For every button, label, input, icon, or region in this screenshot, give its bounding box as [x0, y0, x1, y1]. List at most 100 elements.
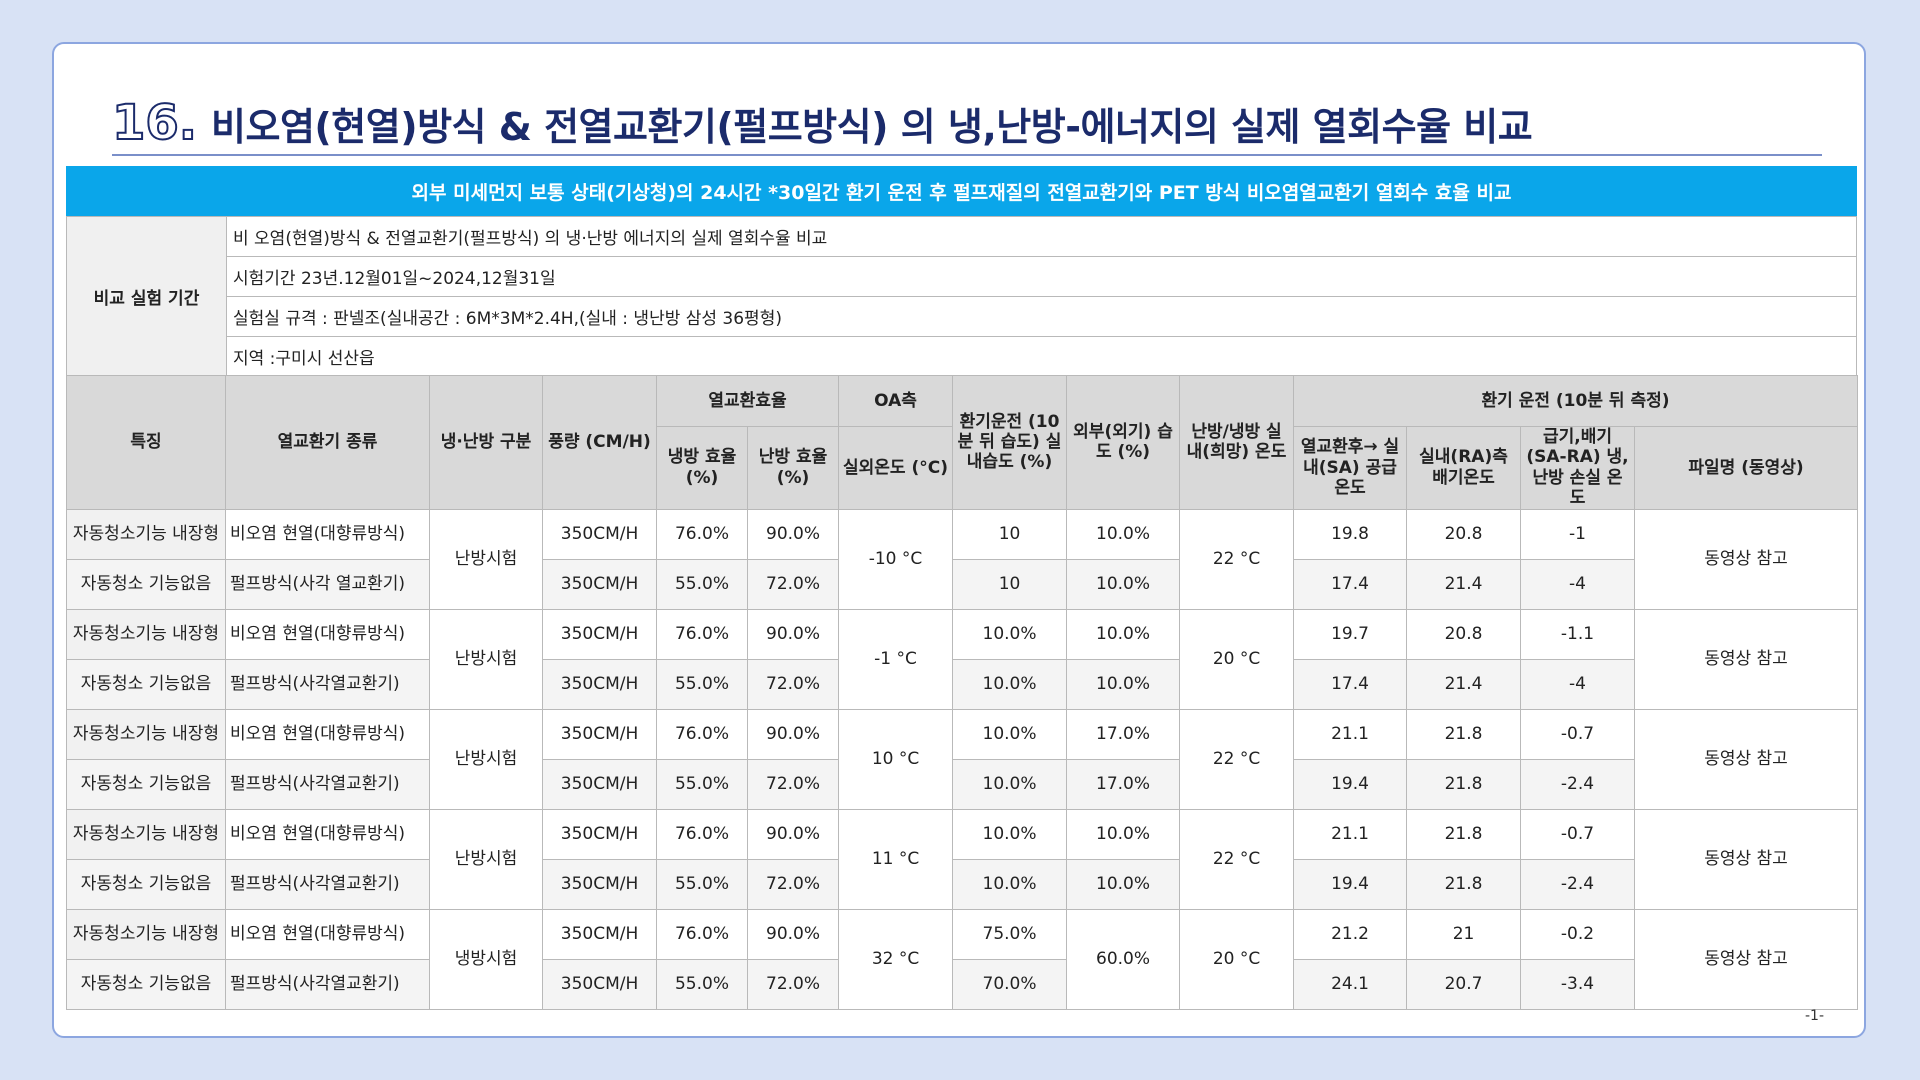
info-line: 지역 :구미시 선산읍	[226, 336, 1857, 377]
banner: 외부 미세먼지 보통 상태(기상청)의 24시간 *30일간 환기 운전 후 펄…	[66, 166, 1857, 216]
file-cell: 동영상 참고	[1634, 708, 1859, 810]
type-cell: 펄프방식(사각 열교환기)	[225, 558, 430, 610]
heat-cell: 90.0%	[746, 908, 840, 960]
cool-cell: 76.0%	[656, 608, 748, 660]
cool-cell: 76.0%	[656, 908, 748, 960]
flow-cell: 350CM/H	[542, 858, 657, 910]
table-row: 자동청소기능 내장형 비오염 현열(대향류방식) 난방시험 350CM/H 76.0% 9…	[66, 508, 1859, 610]
sa-cell: 19.4	[1293, 858, 1408, 910]
ra-cell: 21.8	[1406, 808, 1522, 860]
heat-cell: 90.0%	[746, 708, 840, 760]
sa-cell: 19.4	[1293, 758, 1408, 810]
type-cell: 펄프방식(사각열교환기)	[225, 958, 430, 1010]
cool-cell: 55.0%	[656, 658, 748, 710]
info-label: 비교 실험 기간	[66, 216, 227, 377]
header-cell: 냉·난방 구분	[429, 375, 543, 510]
feature-cell: 자동청소 기능없음	[66, 558, 226, 610]
setpoint-cell: 22 °C	[1179, 808, 1295, 910]
humidity-out-cell: 17.0%	[1066, 758, 1181, 810]
humidity-out-cell: 10.0%	[1066, 658, 1181, 710]
humidity-out-cell: 60.0%	[1066, 908, 1181, 1010]
cool-cell: 55.0%	[656, 758, 748, 810]
diff-cell: -0.7	[1520, 808, 1636, 860]
flow-cell: 350CM/H	[542, 708, 657, 760]
title: 비오염(현열)방식 & 전열교환기(펄프방식) 의 냉,난방-에너지의 실제 열…	[211, 104, 1533, 149]
ra-cell: 21.4	[1406, 558, 1522, 610]
heat-cell: 72.0%	[746, 758, 840, 810]
mode-cell: 난방시험	[429, 608, 543, 710]
diff-cell: -0.7	[1520, 708, 1636, 760]
header-cell: 난방 효율 (%)	[746, 426, 840, 510]
header-group: 환기 운전 (10분 뒤 측정)	[1293, 375, 1859, 427]
sa-cell: 21.1	[1293, 708, 1408, 760]
info-table: 비교 실험 기간 비 오염(현열)방식 & 전열교환기(펄프방식) 의 냉·난방 …	[66, 216, 1857, 377]
table-row: 실험실 규격 : 판넬조(실내공간 : 6M*3M*2.4H,(실내 : 냉난방…	[67, 296, 1857, 337]
humidity-in-cell: 10.0%	[952, 858, 1068, 910]
setpoint-cell: 20 °C	[1179, 608, 1295, 710]
humidity-out-cell: 10.0%	[1066, 858, 1181, 910]
type-cell: 비오염 현열(대향류방식)	[225, 508, 430, 560]
flow-cell: 350CM/H	[542, 558, 657, 610]
sa-cell: 17.4	[1293, 558, 1408, 610]
table-row: 자동청소 기능없음 펄프방식(사각열교환기) 350CM/H 55.0% 72.0% 10…	[66, 858, 1858, 910]
setpoint-cell: 22 °C	[1179, 508, 1295, 610]
mode-cell: 냉방시험	[429, 908, 543, 1010]
humidity-in-cell: 75.0%	[952, 908, 1068, 960]
feature-cell: 자동청소 기능없음	[66, 658, 226, 710]
humidity-in-cell: 70.0%	[952, 958, 1068, 1010]
humidity-out-cell: 10.0%	[1066, 558, 1181, 610]
feature-cell: 자동청소기능 내장형	[66, 708, 226, 760]
type-cell: 펄프방식(사각열교환기)	[225, 658, 430, 710]
type-cell: 비오염 현열(대향류방식)	[225, 708, 430, 760]
ra-cell: 20.8	[1406, 508, 1522, 560]
feature-cell: 자동청소 기능없음	[66, 758, 226, 810]
outdoor-cell: 11 °C	[838, 808, 954, 910]
ra-cell: 21.4	[1406, 658, 1522, 710]
heat-cell: 90.0%	[746, 808, 840, 860]
cool-cell: 76.0%	[656, 808, 748, 860]
humidity-in-cell: 10.0%	[952, 758, 1068, 810]
header-cell: 풍량 (CM/H)	[542, 375, 657, 510]
type-cell: 펄프방식(사각열교환기)	[225, 758, 430, 810]
feature-cell: 자동청소기능 내장형	[66, 508, 226, 560]
header-group: 열교환효율	[655, 375, 840, 427]
table-row: 냉방 효율 (%) 난방 효율 (%) 실외온도 (°C) 열교환후→ 실내(SA) …	[67, 426, 1859, 510]
humidity-in-cell: 10	[952, 558, 1068, 610]
info-line: 실험실 규격 : 판넬조(실내공간 : 6M*3M*2.4H,(실내 : 냉난방…	[226, 296, 1857, 337]
header-cell: 난방/냉방 실내(희망) 온도	[1179, 375, 1295, 510]
outdoor-cell: -10 °C	[838, 508, 954, 610]
table-row: 자동청소기능 내장형 비오염 현열(대향류방식) 냉방시험 350CM/H 76.0% 9…	[66, 908, 1859, 1010]
table-row: 비교 실험 기간 비 오염(현열)방식 & 전열교환기(펄프방식) 의 냉·난방 …	[66, 216, 1857, 377]
humidity-out-cell: 10.0%	[1066, 508, 1181, 560]
heat-cell: 72.0%	[746, 858, 840, 910]
diff-cell: -2.4	[1520, 758, 1636, 810]
table-row: 자동청소기능 내장형 비오염 현열(대향류방식) 난방시험 350CM/H 76.0% 9…	[66, 808, 1859, 910]
flow-cell: 350CM/H	[542, 608, 657, 660]
humidity-in-cell: 10.0%	[952, 808, 1068, 860]
header-cell: 실내(RA)측 배기온도	[1406, 426, 1522, 510]
sa-cell: 21.2	[1293, 908, 1408, 960]
heat-cell: 72.0%	[746, 958, 840, 1010]
sa-cell: 19.8	[1293, 508, 1408, 560]
ra-cell: 20.7	[1406, 958, 1522, 1010]
header-cell: 열교환기 종류	[225, 375, 430, 510]
table-row: 시험기간 23년.12월01일~2024,12월31일	[67, 256, 1857, 297]
table-row: 지역 :구미시 선산읍	[67, 336, 1857, 377]
cool-cell: 76.0%	[656, 508, 748, 560]
table-row: 자동청소 기능없음 펄프방식(사각열교환기) 350CM/H 55.0% 72.0% 10…	[66, 658, 1858, 710]
header-cell: 특징	[66, 375, 226, 510]
slide-card: 16. 비오염(현열)방식 & 전열교환기(펄프방식) 의 냉,난방-에너지의 …	[52, 42, 1866, 1038]
feature-cell: 자동청소 기능없음	[66, 858, 226, 910]
diff-cell: -1	[1520, 508, 1636, 560]
humidity-out-cell: 10.0%	[1066, 808, 1181, 860]
header-cell: 실외온도 (°C)	[838, 426, 954, 510]
humidity-in-cell: 10.0%	[952, 658, 1068, 710]
feature-cell: 자동청소기능 내장형	[66, 608, 226, 660]
header-cell: 외부(외기) 습도 (%)	[1066, 375, 1181, 510]
sa-cell: 17.4	[1293, 658, 1408, 710]
diff-cell: -4	[1520, 558, 1636, 610]
humidity-in-cell: 10.0%	[952, 608, 1068, 660]
table-row: 자동청소기능 내장형 비오염 현열(대향류방식) 난방시험 350CM/H 76.0% 9…	[66, 708, 1859, 810]
feature-cell: 자동청소기능 내장형	[66, 808, 226, 860]
setpoint-cell: 20 °C	[1179, 908, 1295, 1010]
